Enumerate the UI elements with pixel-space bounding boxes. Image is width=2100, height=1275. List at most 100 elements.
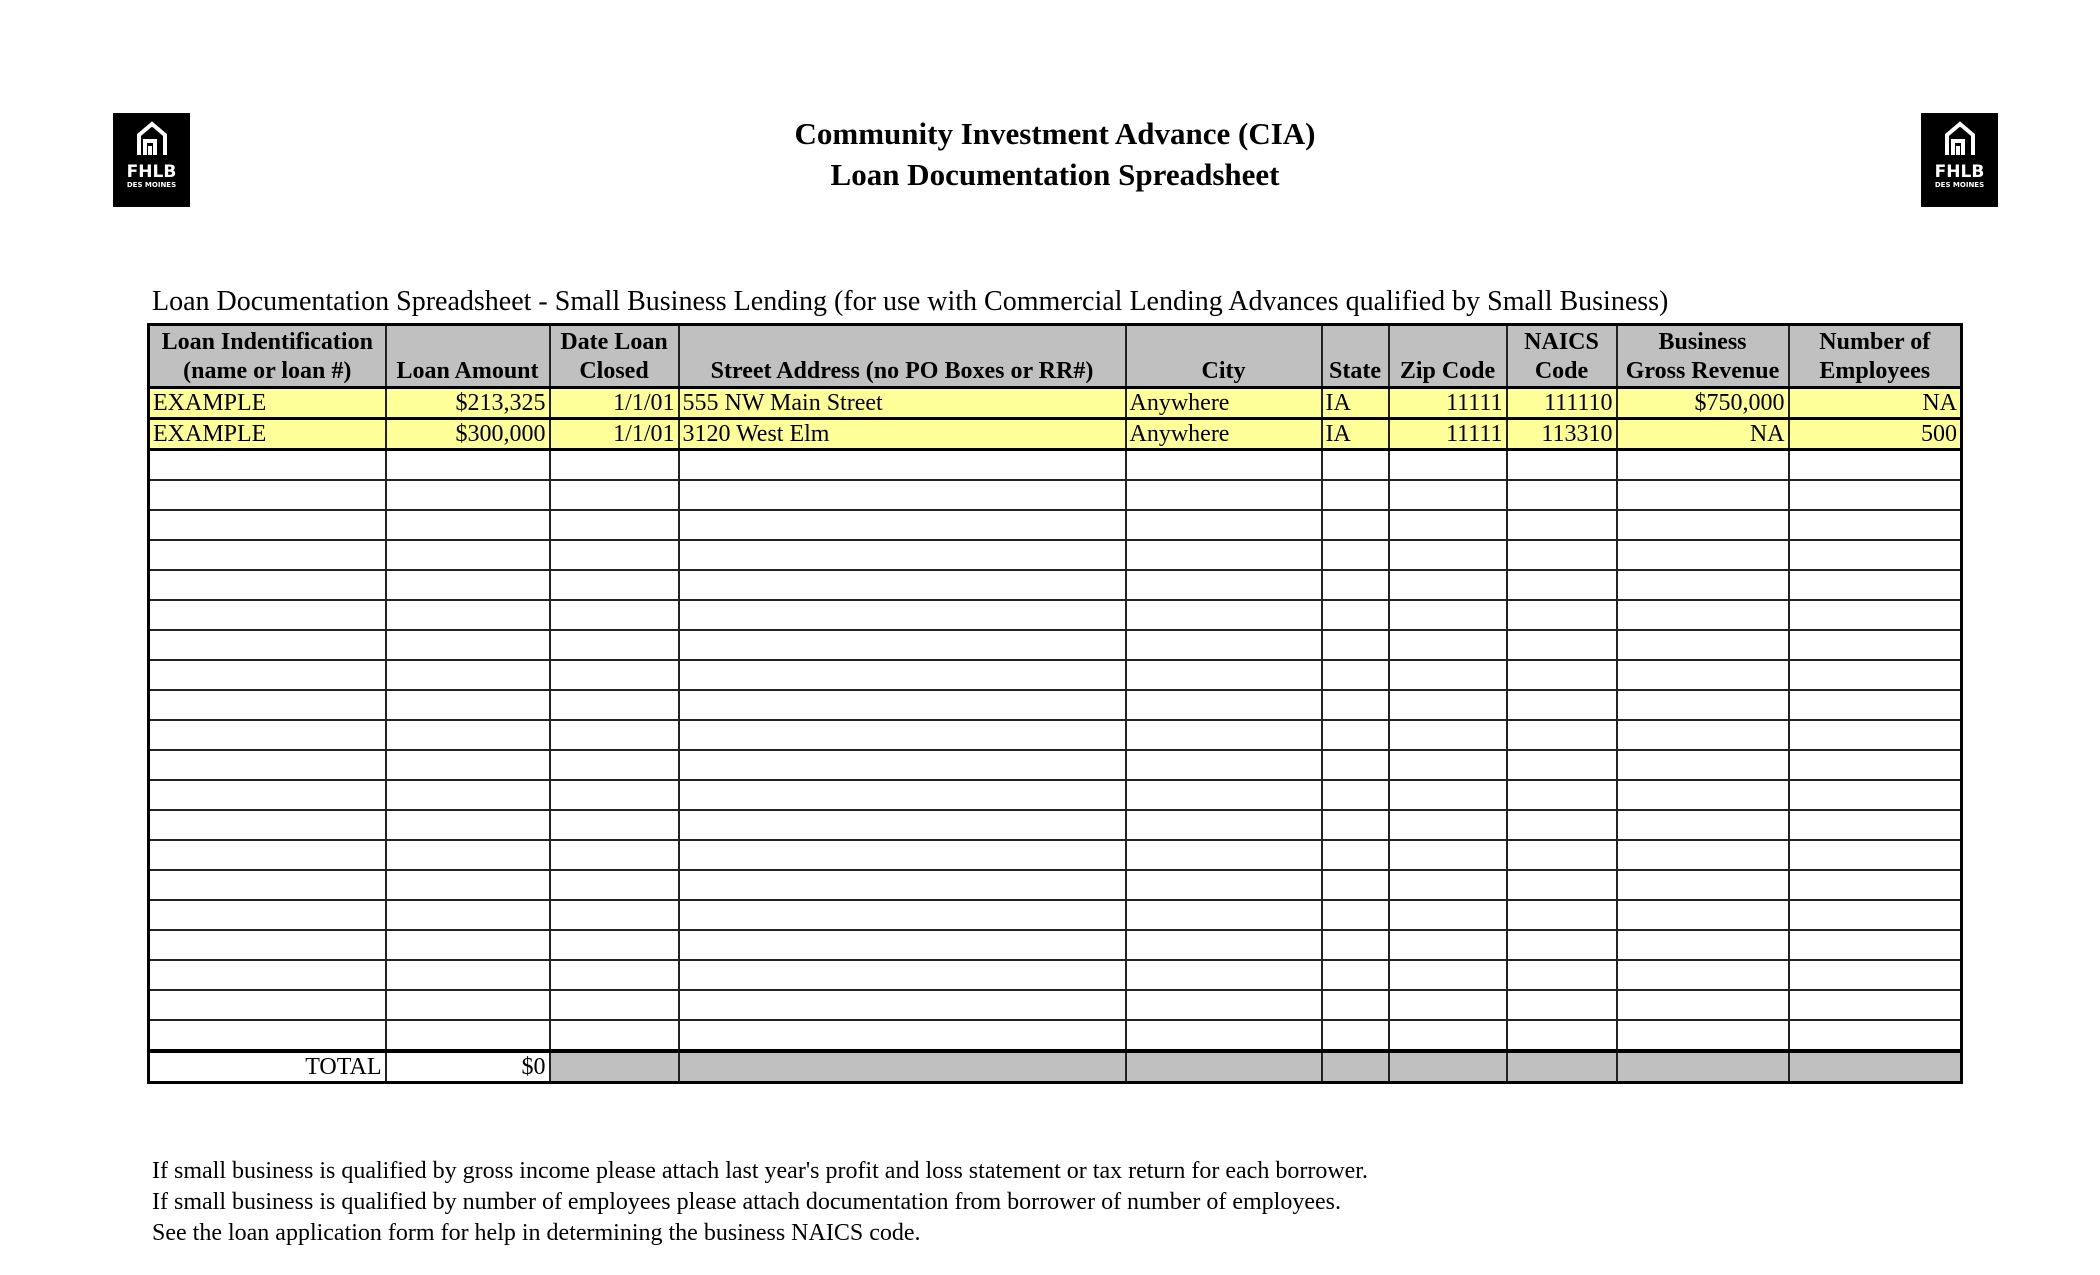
- empty-cell[interactable]: [548, 569, 680, 601]
- empty-cell[interactable]: [147, 509, 387, 541]
- empty-cell[interactable]: [677, 839, 1127, 871]
- empty-cell[interactable]: [147, 809, 387, 841]
- empty-cell[interactable]: [147, 1019, 387, 1052]
- empty-cell[interactable]: [1320, 569, 1390, 601]
- empty-cell[interactable]: [147, 719, 387, 751]
- empty-cell[interactable]: [1124, 1019, 1323, 1052]
- empty-cell[interactable]: [384, 749, 551, 781]
- empty-cell[interactable]: [147, 839, 387, 871]
- empty-cell[interactable]: [384, 779, 551, 811]
- empty-cell[interactable]: [677, 779, 1127, 811]
- table-cell[interactable]: 11111: [1387, 417, 1508, 451]
- empty-cell[interactable]: [1387, 539, 1508, 571]
- empty-cell[interactable]: [1124, 809, 1323, 841]
- empty-cell[interactable]: [1505, 689, 1618, 721]
- table-cell[interactable]: 113310: [1505, 417, 1618, 451]
- empty-cell[interactable]: [1124, 959, 1323, 991]
- empty-cell[interactable]: [677, 629, 1127, 661]
- empty-cell[interactable]: [1787, 509, 1963, 541]
- empty-cell[interactable]: [384, 689, 551, 721]
- empty-cell[interactable]: [1615, 479, 1790, 511]
- table-cell[interactable]: Anywhere: [1124, 386, 1323, 420]
- empty-cell[interactable]: [677, 569, 1127, 601]
- empty-cell[interactable]: [548, 749, 680, 781]
- empty-cell[interactable]: [1387, 959, 1508, 991]
- empty-cell[interactable]: [1615, 1019, 1790, 1052]
- empty-cell[interactable]: [1505, 929, 1618, 961]
- empty-cell[interactable]: [1505, 719, 1618, 751]
- empty-cell[interactable]: [1615, 539, 1790, 571]
- empty-cell[interactable]: [1124, 659, 1323, 691]
- empty-cell[interactable]: [1387, 839, 1508, 871]
- empty-cell[interactable]: [1615, 689, 1790, 721]
- empty-cell[interactable]: [1320, 659, 1390, 691]
- empty-cell[interactable]: [1124, 689, 1323, 721]
- empty-cell[interactable]: [384, 599, 551, 631]
- empty-cell[interactable]: [1505, 809, 1618, 841]
- empty-cell[interactable]: [384, 959, 551, 991]
- empty-cell[interactable]: [1124, 509, 1323, 541]
- empty-cell[interactable]: [384, 809, 551, 841]
- empty-cell[interactable]: [147, 989, 387, 1021]
- empty-cell[interactable]: [548, 509, 680, 541]
- empty-cell[interactable]: [1387, 779, 1508, 811]
- empty-cell[interactable]: [1615, 989, 1790, 1021]
- empty-cell[interactable]: [1505, 779, 1618, 811]
- empty-cell[interactable]: [1615, 839, 1790, 871]
- empty-cell[interactable]: [1320, 479, 1390, 511]
- empty-cell[interactable]: [1787, 539, 1963, 571]
- empty-cell[interactable]: [1320, 689, 1390, 721]
- empty-cell[interactable]: [548, 779, 680, 811]
- empty-cell[interactable]: [1615, 749, 1790, 781]
- empty-cell[interactable]: [1124, 719, 1323, 751]
- empty-cell[interactable]: [1505, 899, 1618, 931]
- empty-cell[interactable]: [677, 749, 1127, 781]
- empty-cell[interactable]: [147, 899, 387, 931]
- empty-cell[interactable]: [1320, 899, 1390, 931]
- empty-cell[interactable]: [1320, 869, 1390, 901]
- empty-cell[interactable]: [147, 599, 387, 631]
- table-cell[interactable]: 1/1/01: [548, 386, 680, 420]
- empty-cell[interactable]: [548, 959, 680, 991]
- empty-cell[interactable]: [1615, 899, 1790, 931]
- table-cell[interactable]: $300,000: [384, 417, 551, 451]
- empty-cell[interactable]: [1124, 989, 1323, 1021]
- table-cell[interactable]: 111110: [1505, 386, 1618, 420]
- empty-cell[interactable]: [1387, 509, 1508, 541]
- empty-cell[interactable]: [1615, 659, 1790, 691]
- empty-cell[interactable]: [1505, 839, 1618, 871]
- empty-cell[interactable]: [548, 1019, 680, 1052]
- empty-cell[interactable]: [1387, 569, 1508, 601]
- empty-cell[interactable]: [1387, 809, 1508, 841]
- empty-cell[interactable]: [384, 929, 551, 961]
- empty-cell[interactable]: [548, 839, 680, 871]
- empty-cell[interactable]: [1124, 569, 1323, 601]
- empty-cell[interactable]: [1615, 629, 1790, 661]
- empty-cell[interactable]: [1787, 479, 1963, 511]
- empty-cell[interactable]: [548, 448, 680, 481]
- empty-cell[interactable]: [1387, 448, 1508, 481]
- empty-cell[interactable]: [147, 869, 387, 901]
- empty-cell[interactable]: [548, 659, 680, 691]
- empty-cell[interactable]: [1320, 989, 1390, 1021]
- empty-cell[interactable]: [1615, 719, 1790, 751]
- empty-cell[interactable]: [1505, 599, 1618, 631]
- empty-cell[interactable]: [1320, 749, 1390, 781]
- empty-cell[interactable]: [1787, 869, 1963, 901]
- empty-cell[interactable]: [677, 539, 1127, 571]
- empty-cell[interactable]: [1387, 1019, 1508, 1052]
- empty-cell[interactable]: [1387, 749, 1508, 781]
- table-cell[interactable]: 11111: [1387, 386, 1508, 420]
- empty-cell[interactable]: [147, 689, 387, 721]
- empty-cell[interactable]: [147, 929, 387, 961]
- empty-cell[interactable]: [1615, 779, 1790, 811]
- empty-cell[interactable]: [1787, 569, 1963, 601]
- empty-cell[interactable]: [384, 899, 551, 931]
- empty-cell[interactable]: [1320, 929, 1390, 961]
- empty-cell[interactable]: [147, 749, 387, 781]
- empty-cell[interactable]: [384, 569, 551, 601]
- empty-cell[interactable]: [1124, 899, 1323, 931]
- empty-cell[interactable]: [384, 659, 551, 691]
- empty-cell[interactable]: [1320, 719, 1390, 751]
- empty-cell[interactable]: [147, 448, 387, 481]
